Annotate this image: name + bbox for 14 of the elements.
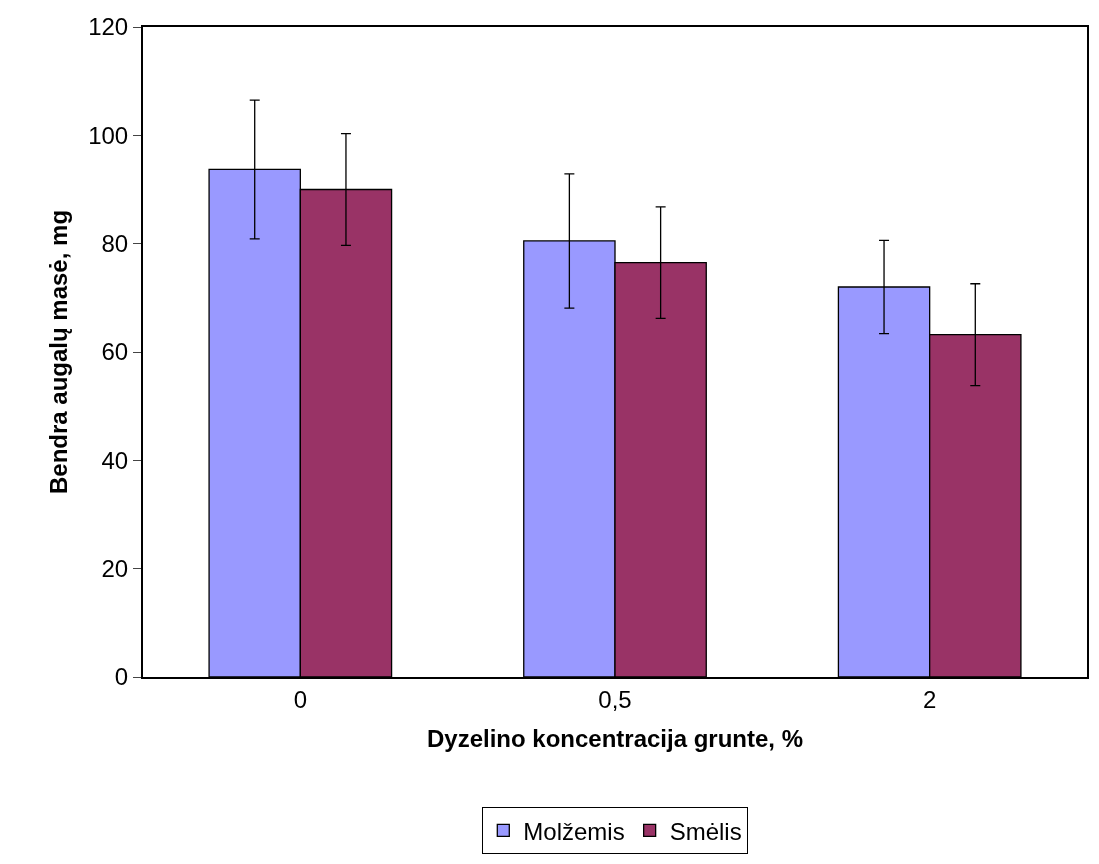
y-tick-label: 120 bbox=[88, 13, 129, 41]
y-tick-label: 80 bbox=[101, 230, 129, 258]
y-axis-title: Bendra augalų masė, mg bbox=[44, 209, 72, 495]
y-tick-label: 20 bbox=[101, 555, 129, 583]
x-tick-label: 2 bbox=[922, 685, 937, 713]
y-tick-label: 100 bbox=[88, 121, 129, 149]
y-tick-label: 60 bbox=[101, 338, 129, 366]
y-tick-label: 0 bbox=[114, 663, 129, 691]
x-tick-label: 0,5 bbox=[598, 685, 632, 713]
legend-label: Smėlis bbox=[669, 817, 742, 845]
x-tick-label: 0 bbox=[293, 685, 308, 713]
legend-label: Molžemis bbox=[523, 817, 625, 845]
y-tick-label: 40 bbox=[101, 446, 129, 474]
x-axis-title: Dyzelino koncentracija grunte, % bbox=[426, 724, 804, 752]
